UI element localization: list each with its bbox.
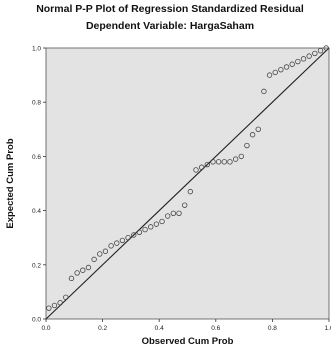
data-point <box>57 300 63 306</box>
data-point <box>153 221 160 227</box>
data-point <box>114 240 120 246</box>
data-point <box>261 88 267 95</box>
data-point <box>91 256 97 263</box>
data-point <box>193 167 199 173</box>
data-point <box>221 159 227 165</box>
data-point <box>46 305 52 311</box>
x-tick-label: 0.4 <box>155 325 164 332</box>
data-point <box>204 161 211 168</box>
x-tick-label: 0.8 <box>268 325 277 332</box>
data-point <box>300 56 307 62</box>
data-point <box>170 210 177 217</box>
data-point <box>159 218 165 225</box>
data-point <box>148 224 154 230</box>
data-point <box>238 153 244 160</box>
x-tick-label: 0.0 <box>41 325 50 332</box>
data-point <box>198 164 205 170</box>
data-point <box>97 251 103 257</box>
data-point <box>63 294 69 301</box>
data-point <box>232 156 239 162</box>
y-tick-label: 0.4 <box>32 208 41 215</box>
data-point <box>278 66 284 73</box>
y-tick-label: 0.8 <box>32 100 41 107</box>
chart-title: Normal P-P Plot of Regression Standardiz… <box>36 3 304 15</box>
data-point <box>323 45 329 51</box>
data-point <box>317 48 324 54</box>
data-point <box>136 229 143 235</box>
data-point <box>51 302 58 309</box>
data-point <box>255 126 261 132</box>
data-point <box>108 243 114 249</box>
chart-subtitle: Dependent Variable: HargaSaham <box>86 20 254 32</box>
data-point <box>283 64 290 70</box>
data-point <box>85 264 92 271</box>
data-point <box>181 202 188 208</box>
data-point <box>312 50 318 57</box>
data-point <box>131 232 137 238</box>
data-point <box>142 226 148 233</box>
data-point <box>164 213 171 219</box>
data-point <box>125 234 131 241</box>
reference-line <box>45 47 330 320</box>
y-tick-label: 1.0 <box>32 46 41 53</box>
y-tick-label: 0.0 <box>32 317 41 324</box>
x-axis-label: Observed Cum Prob <box>142 336 234 347</box>
data-point <box>102 248 109 254</box>
data-point <box>227 159 233 165</box>
data-point <box>80 267 86 273</box>
data-point <box>68 275 75 282</box>
data-point <box>215 159 222 165</box>
data-point <box>187 188 194 195</box>
data-point <box>295 58 301 65</box>
data-point <box>272 69 278 76</box>
data-point <box>176 210 182 217</box>
data-point <box>119 237 126 244</box>
data-point <box>244 142 250 149</box>
data-point <box>210 159 216 165</box>
x-tick-label: 1.0 <box>324 325 331 332</box>
data-point <box>266 72 273 78</box>
y-tick-label: 0.6 <box>32 154 41 161</box>
data-point <box>306 53 312 59</box>
x-tick-label: 0.2 <box>98 325 107 332</box>
data-point <box>289 61 295 67</box>
data-point <box>74 270 80 276</box>
y-axis-label: Expected Cum Prob <box>5 138 16 228</box>
x-tick-label: 0.6 <box>211 325 220 332</box>
data-point <box>249 132 256 138</box>
y-tick-label: 0.2 <box>32 262 41 269</box>
